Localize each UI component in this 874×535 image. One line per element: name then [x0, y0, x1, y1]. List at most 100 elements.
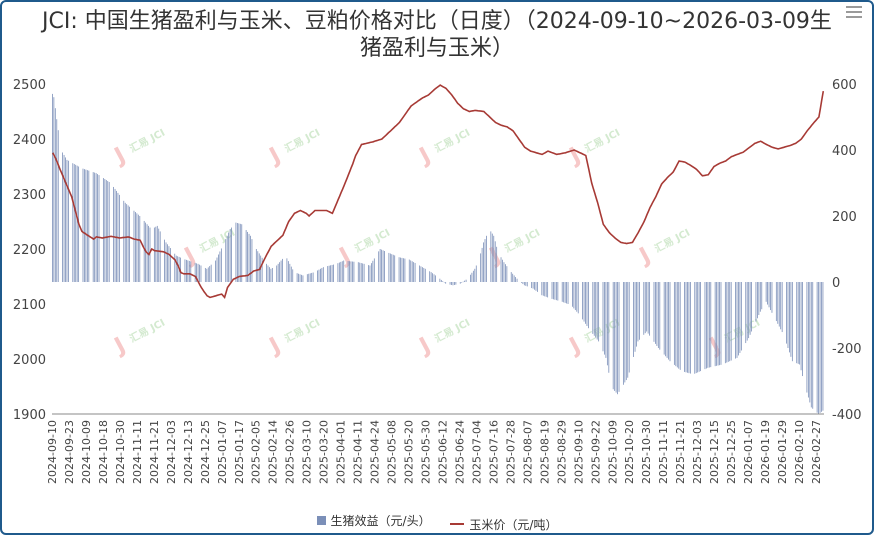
profit-bar — [493, 235, 495, 282]
profit-bar — [186, 259, 187, 282]
profit-bar — [455, 282, 457, 285]
y-left-tick-label: 2000 — [13, 353, 46, 368]
profit-bar — [515, 277, 516, 282]
svg-text:J: J — [109, 143, 130, 170]
profit-bar — [126, 204, 128, 282]
profit-bar — [424, 268, 426, 282]
svg-text:汇易 JCI: 汇易 JCI — [282, 126, 322, 155]
y-right-tick-label: 400 — [832, 144, 857, 159]
profit-bar — [206, 268, 208, 282]
x-tick-label: 2025-09-10 — [572, 420, 585, 484]
x-tick-label: 2025-03-10 — [301, 420, 314, 484]
profit-bar — [659, 282, 661, 350]
x-tick-label: 2025-08-07 — [521, 420, 534, 484]
profit-bar — [299, 274, 301, 282]
profit-bar — [382, 250, 384, 282]
profit-bar — [251, 239, 253, 282]
profit-bar — [296, 273, 298, 282]
profit-bar — [810, 282, 812, 408]
profit-bar — [513, 275, 515, 282]
profit-bar — [241, 224, 243, 282]
profit-bar — [247, 231, 248, 282]
profit-bar — [749, 282, 751, 335]
profit-bar — [799, 282, 801, 365]
profit-bar — [755, 282, 757, 322]
profit-bar — [127, 205, 129, 282]
profit-bar — [218, 254, 219, 282]
profit-bar — [107, 181, 109, 282]
profit-bar — [541, 282, 543, 296]
profit-bar — [668, 282, 669, 360]
profit-bar — [698, 282, 700, 372]
x-tick-label: 2025-08-29 — [555, 420, 568, 484]
profit-bar — [602, 282, 604, 352]
profit-bar — [369, 265, 371, 282]
svg-text:J: J — [414, 333, 435, 360]
y-right-tick-label: -200 — [832, 342, 862, 357]
svg-text:汇易 JCI: 汇易 JCI — [582, 126, 622, 155]
profit-bar — [133, 210, 135, 282]
x-tick-label: 2025-01-17 — [233, 420, 246, 484]
profit-bar — [116, 190, 117, 282]
profit-bar — [675, 282, 677, 367]
profit-bar — [727, 282, 729, 362]
profit-bar — [586, 282, 588, 326]
profit-bar — [341, 261, 343, 282]
svg-text:汇易 JCI: 汇易 JCI — [502, 226, 542, 255]
profit-bar — [555, 282, 557, 301]
profit-bar — [56, 119, 58, 282]
x-tick-label: 2024-09-10 — [46, 420, 59, 484]
profit-bar — [403, 258, 404, 282]
x-tick-label: 2024-11-21 — [148, 420, 161, 484]
profit-bar — [419, 265, 420, 282]
legend-swatch-line — [450, 523, 465, 525]
profit-bar — [751, 282, 752, 332]
menu-icon[interactable] — [846, 6, 862, 20]
svg-text:汇易 JCI: 汇易 JCI — [652, 226, 692, 255]
profit-bar — [644, 282, 646, 334]
legend: 生猪效益（元/头） 玉米价（元/吨） — [2, 512, 872, 533]
profit-bar — [554, 282, 556, 300]
svg-text:J: J — [704, 333, 725, 360]
x-tick-label: 2026-01-29 — [776, 420, 789, 484]
x-tick-label: 2024-12-13 — [182, 420, 195, 484]
profit-bar — [136, 213, 138, 282]
profit-bar — [188, 260, 190, 282]
profit-bar — [167, 244, 168, 282]
profit-bar — [617, 282, 618, 395]
profit-bar — [707, 282, 709, 368]
profit-bar — [768, 282, 770, 308]
legend-item-line[interactable]: 玉米价（元/吨） — [450, 516, 557, 533]
profit-bar — [816, 282, 818, 413]
profit-bar — [200, 265, 202, 282]
profit-bar — [791, 282, 793, 362]
profit-bar — [481, 247, 483, 282]
profit-bar — [53, 97, 55, 282]
profit-bar — [521, 282, 522, 283]
profit-bar — [474, 268, 476, 282]
profit-bar — [534, 282, 535, 290]
profit-bar — [379, 249, 381, 282]
x-tick-label: 2025-09-22 — [589, 420, 602, 484]
profit-bar — [797, 282, 799, 364]
profit-bar — [806, 282, 808, 393]
profit-bar — [572, 282, 573, 307]
profit-bar — [394, 255, 396, 282]
profit-bar — [724, 282, 726, 364]
profit-bar — [583, 282, 585, 322]
svg-text:汇易 JCI: 汇易 JCI — [432, 316, 472, 345]
profit-bar — [585, 282, 586, 324]
profit-bar — [746, 282, 748, 341]
profit-bar — [360, 263, 362, 282]
x-tick-label: 2025-05-30 — [420, 420, 433, 484]
legend-item-bar[interactable]: 生猪效益（元/头） — [316, 512, 431, 529]
profit-bar — [490, 231, 492, 282]
profit-bar — [564, 282, 566, 303]
profit-bar — [636, 282, 637, 347]
x-tick-label: 2025-04-01 — [335, 420, 348, 484]
y-left-tick-label: 1900 — [13, 408, 46, 423]
profit-bar — [384, 250, 385, 282]
profit-bar — [710, 282, 712, 368]
profit-bar — [582, 282, 583, 320]
profit-bar — [76, 165, 78, 282]
